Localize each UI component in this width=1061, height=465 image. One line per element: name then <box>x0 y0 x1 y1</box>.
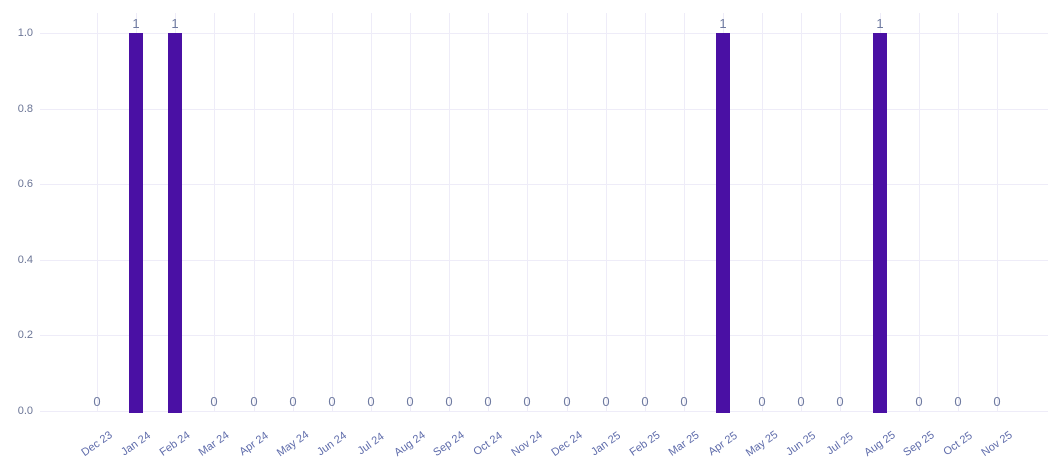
bar-value-label: 0 <box>758 394 766 409</box>
bar-value-label: 0 <box>93 394 101 409</box>
grid-line-vertical <box>332 13 333 412</box>
x-axis-tick-label: Jan 25 <box>589 429 623 459</box>
bar-value-label: 0 <box>250 394 258 409</box>
x-axis-tick-label: Jun 25 <box>784 429 818 459</box>
x-axis-tick-label: Oct 25 <box>941 429 975 459</box>
y-axis-tick-label: 1.0 <box>17 27 33 39</box>
grid-line-horizontal <box>40 260 1048 261</box>
x-axis-tick-label: Mar 25 <box>666 429 702 459</box>
x-axis-tick-label: Sep 24 <box>431 429 467 459</box>
x-axis-tick-label: May 24 <box>274 428 312 460</box>
bar-value-label: 0 <box>680 394 688 409</box>
grid-line-vertical <box>527 13 528 412</box>
bar-value-label: 1 <box>876 16 884 31</box>
grid-line-vertical <box>449 13 450 412</box>
x-axis-tick-label: Aug 25 <box>862 429 898 459</box>
grid-line-vertical <box>997 13 998 412</box>
x-axis-tick-label: Dec 23 <box>79 429 115 459</box>
grid-line-vertical <box>801 13 802 412</box>
x-axis-tick-label: Nov 25 <box>979 429 1015 459</box>
x-axis-tick-label: Aug 24 <box>392 429 428 459</box>
x-axis-tick-label: Sep 25 <box>901 429 937 459</box>
grid-line-horizontal <box>40 335 1048 336</box>
bar-value-label: 0 <box>797 394 805 409</box>
y-axis-tick-label: 0.8 <box>17 103 33 115</box>
grid-line-vertical <box>371 13 372 412</box>
bar-value-label: 0 <box>210 394 218 409</box>
grid-line-vertical <box>958 13 959 412</box>
grid-line-horizontal <box>40 184 1048 185</box>
x-axis-tick-label: Jan 24 <box>119 429 153 459</box>
x-axis-tick-label: Jul 25 <box>824 430 856 458</box>
bar-value-label: 0 <box>954 394 962 409</box>
bar-value-label: 0 <box>406 394 414 409</box>
grid-line-vertical <box>840 13 841 412</box>
grid-line-vertical <box>567 13 568 412</box>
grid-line-vertical <box>684 13 685 412</box>
bar-value-label: 0 <box>484 394 492 409</box>
bar-value-label: 1 <box>132 16 140 31</box>
bar-value-label: 0 <box>602 394 610 409</box>
grid-line-horizontal <box>40 33 1048 34</box>
x-axis-tick-label: Oct 24 <box>471 429 505 459</box>
bar-value-label: 1 <box>719 16 727 31</box>
bar-jan-24[interactable] <box>129 33 143 413</box>
x-axis-tick-label: Jun 24 <box>315 429 349 459</box>
x-axis-tick-label: Feb 24 <box>157 429 193 459</box>
bar-value-label: 0 <box>445 394 453 409</box>
bar-value-label: 0 <box>523 394 531 409</box>
y-axis-tick-label: 0.4 <box>17 254 33 266</box>
bar-value-label: 0 <box>563 394 571 409</box>
x-axis-tick-label: Feb 25 <box>627 429 663 459</box>
bar-value-label: 0 <box>836 394 844 409</box>
grid-line-vertical <box>214 13 215 412</box>
bar-apr-25[interactable] <box>716 33 730 413</box>
grid-line-vertical <box>488 13 489 412</box>
y-axis-tick-label: 0.2 <box>17 329 33 341</box>
grid-line-vertical <box>254 13 255 412</box>
grid-line-vertical <box>645 13 646 412</box>
x-axis-tick-label: Mar 24 <box>196 429 232 459</box>
bar-value-label: 0 <box>915 394 923 409</box>
bar-value-label: 0 <box>993 394 1001 409</box>
grid-line-vertical <box>762 13 763 412</box>
grid-line-horizontal <box>40 411 1048 412</box>
grid-line-vertical <box>97 13 98 412</box>
x-axis-tick-label: Dec 24 <box>549 429 585 459</box>
bar-feb-24[interactable] <box>168 33 182 413</box>
bar-value-label: 1 <box>171 16 179 31</box>
y-axis-tick-label: 0.6 <box>17 178 33 190</box>
grid-line-horizontal <box>40 109 1048 110</box>
bar-value-label: 0 <box>367 394 375 409</box>
grid-line-vertical <box>410 13 411 412</box>
grid-line-vertical <box>919 13 920 412</box>
x-axis-tick-label: Apr 25 <box>706 429 740 459</box>
grid-line-vertical <box>606 13 607 412</box>
bar-value-label: 0 <box>289 394 297 409</box>
x-axis-tick-label: May 25 <box>743 428 781 460</box>
bar-aug-25[interactable] <box>873 33 887 413</box>
x-axis-tick-label: Nov 24 <box>509 429 545 459</box>
x-axis-tick-label: Apr 24 <box>237 429 271 459</box>
grid-line-vertical <box>293 13 294 412</box>
y-axis-tick-label: 0.0 <box>17 405 33 417</box>
bar-value-label: 0 <box>328 394 336 409</box>
bar-value-label: 0 <box>641 394 649 409</box>
x-axis-tick-label: Jul 24 <box>355 430 387 458</box>
